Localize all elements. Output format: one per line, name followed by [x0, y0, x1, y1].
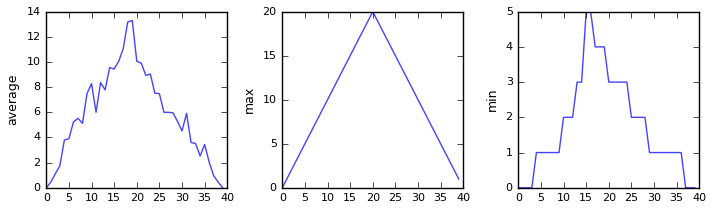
- Y-axis label: average: average: [6, 74, 20, 125]
- Y-axis label: min: min: [486, 88, 498, 112]
- Y-axis label: max: max: [242, 86, 256, 113]
